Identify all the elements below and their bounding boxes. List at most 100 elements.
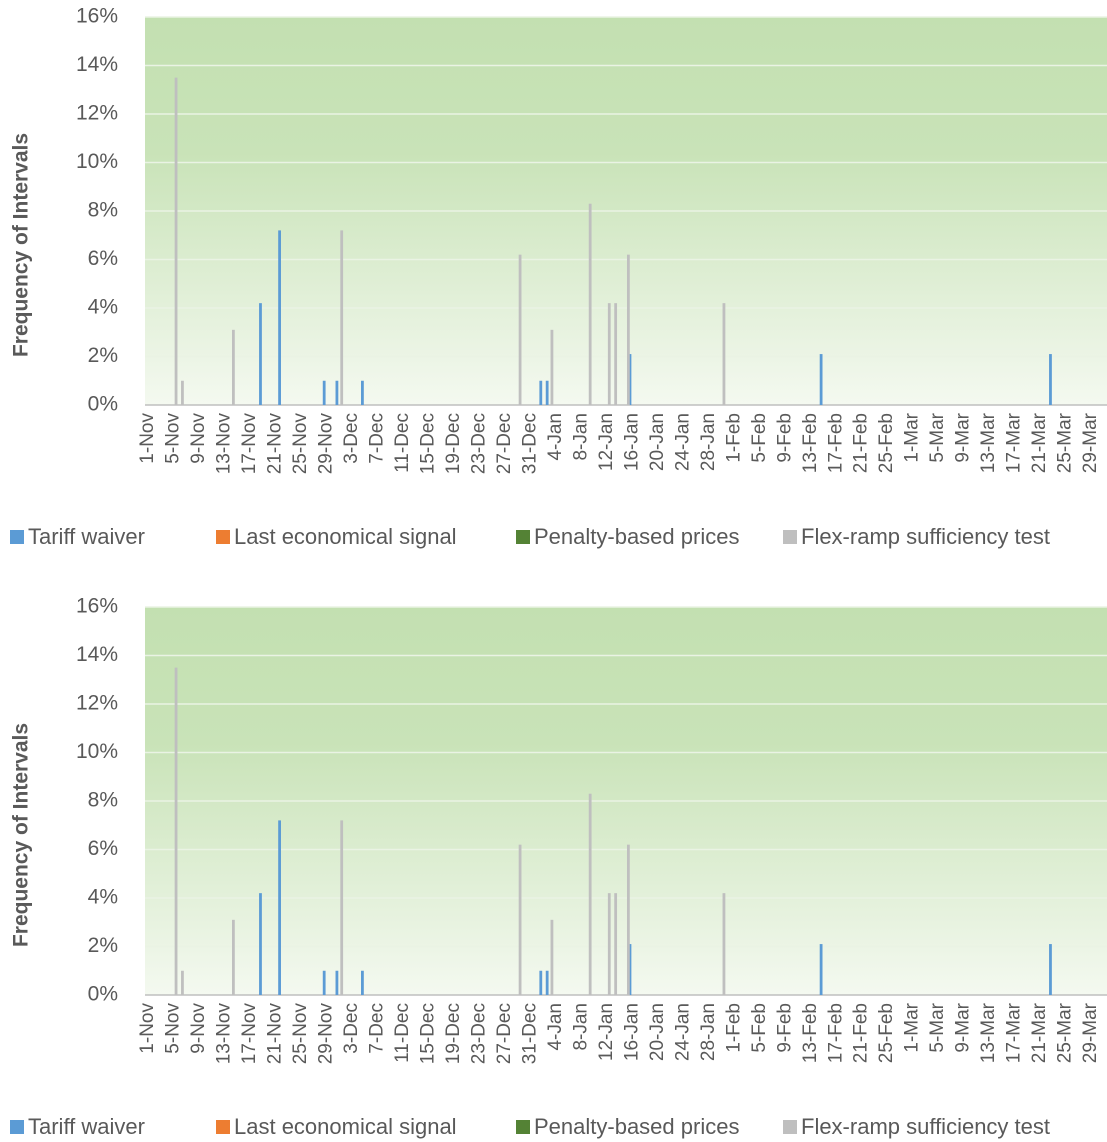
x-tick-label: 21-Mar (1029, 412, 1050, 473)
x-tick-label: 29-Nov (316, 413, 337, 475)
x-tick-label: 27-Dec (494, 413, 515, 474)
y-axis-title: Frequency of Intervals (10, 133, 33, 357)
x-tick-label: 13-Nov (214, 413, 235, 475)
x-tick-label: 23-Dec (468, 413, 489, 474)
x-tick-label: 12-Jan (596, 1003, 617, 1061)
x-tick-label: 25-Nov (290, 413, 311, 475)
bar (322, 970, 326, 995)
legend-label: Flex-ramp sufficiency test (801, 524, 1050, 549)
legend-swatch (783, 530, 797, 544)
x-tick-label: 15-Dec (418, 413, 439, 474)
x-tick-label: 5-Mar (927, 412, 948, 462)
x-tick-label: 13-Mar (978, 412, 999, 473)
bar (278, 230, 281, 405)
legend-swatch (516, 530, 530, 544)
x-tick-label: 21-Nov (265, 413, 286, 475)
y-axis-title: Frequency of Intervals (10, 723, 33, 947)
chart: 0% 2% 4% 6% 8% 10% 12% 14% 16% Frequency of Inter… (10, 5, 1107, 549)
legend-swatch (10, 530, 24, 544)
x-tick-label: 11-Dec (392, 1003, 413, 1063)
x-tick-label: 1-Feb (723, 1003, 744, 1053)
bar (278, 820, 281, 995)
bar (340, 230, 344, 405)
x-tick-label: 29-Mar (1080, 412, 1101, 473)
y-tick-label: 16% (76, 5, 118, 28)
bar (340, 820, 344, 995)
bar (322, 380, 326, 405)
x-tick-label: 28-Jan (698, 413, 719, 471)
bar (174, 667, 178, 995)
x-tick-label: 4-Jan (545, 413, 566, 461)
x-tick-label: 24-Jan (672, 1003, 693, 1061)
bar (231, 919, 235, 995)
x-tick-label: 21-Nov (265, 1003, 286, 1065)
legend-swatch (216, 1120, 230, 1134)
x-tick-label: 5-Nov (163, 1003, 184, 1054)
x-tick-label: 13-Feb (800, 413, 821, 473)
x-tick-label: 15-Dec (418, 1003, 439, 1064)
x-tick-label: 20-Jan (647, 413, 668, 471)
x-tick-label: 20-Jan (647, 1003, 668, 1061)
legend-label: Last economical signal (234, 524, 457, 549)
bar (174, 77, 178, 405)
x-tick-label: 17-Nov (239, 1003, 260, 1065)
bar (614, 893, 618, 995)
x-tick-label: 17-Nov (239, 413, 260, 475)
bar (626, 844, 630, 995)
bar (181, 380, 184, 405)
y-tick-label: 16% (76, 595, 118, 618)
bar (539, 970, 543, 995)
legend-label: Penalty-based prices (534, 524, 739, 549)
x-tick-label: 23-Dec (468, 1003, 489, 1064)
x-tick-label: 5-Nov (163, 413, 184, 464)
x-tick-label: 13-Mar (978, 1002, 999, 1063)
bar (607, 893, 611, 995)
y-tick-label: 0% (88, 393, 118, 416)
x-tick-label: 24-Jan (672, 413, 693, 471)
bar (819, 354, 823, 405)
y-tick-label: 10% (76, 740, 118, 763)
bar (588, 203, 592, 405)
legend-label: Tariff waiver (28, 1114, 145, 1139)
x-tick-label: 13-Nov (214, 1003, 235, 1065)
x-tick-label: 16-Jan (621, 1003, 642, 1061)
y-tick-label: 8% (88, 199, 118, 222)
x-tick-label: 9-Nov (188, 1003, 209, 1054)
x-tick-label: 19-Dec (443, 413, 464, 474)
x-tick-label: 17-Mar (1004, 412, 1025, 473)
y-tick-label: 12% (76, 102, 118, 125)
bar (545, 380, 549, 405)
x-tick-label: 7-Dec (367, 413, 388, 464)
x-tick-label: 8-Jan (570, 413, 591, 461)
x-tick-label: 28-Jan (698, 1003, 719, 1061)
bar (539, 380, 543, 405)
x-tick-label: 3-Dec (341, 1003, 362, 1054)
bar (361, 970, 364, 995)
x-tick-label: 5-Feb (749, 413, 770, 463)
x-tick-label: 1-Mar (902, 1002, 923, 1052)
x-tick-label: 9-Feb (774, 413, 795, 463)
y-tick-label: 2% (88, 344, 118, 367)
x-tick-label: 19-Dec (443, 1003, 464, 1064)
x-tick-label: 9-Mar (953, 1002, 974, 1052)
y-tick-label: 12% (76, 692, 118, 715)
x-tick-label: 5-Feb (749, 1003, 770, 1053)
y-tick-label: 6% (88, 247, 118, 270)
y-tick-label: 14% (76, 643, 118, 666)
bar (722, 893, 726, 995)
y-tick-label: 0% (88, 983, 118, 1006)
x-tick-label: 9-Feb (774, 1003, 795, 1053)
y-tick-label: 4% (88, 296, 118, 319)
x-tick-label: 5-Mar (927, 1002, 948, 1052)
bar (231, 329, 235, 405)
bar (518, 844, 522, 995)
x-tick-label: 25-Feb (876, 1003, 897, 1063)
bar (518, 254, 522, 405)
y-tick-label: 4% (88, 886, 118, 909)
x-tick-label: 21-Mar (1029, 1002, 1050, 1063)
bar (1049, 354, 1052, 405)
bar (626, 254, 630, 405)
x-tick-label: 17-Feb (825, 1003, 846, 1063)
x-tick-label: 25-Mar (1055, 412, 1076, 473)
